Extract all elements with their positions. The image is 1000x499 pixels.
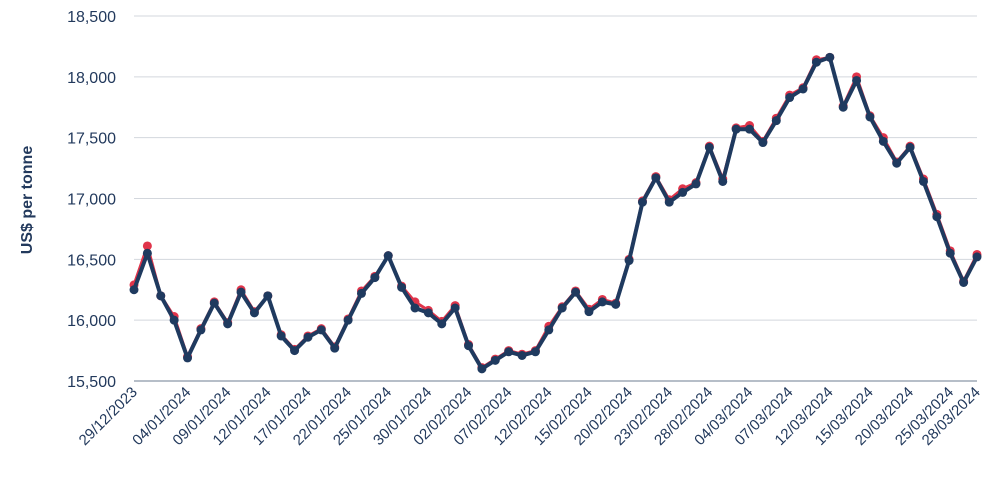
data-point — [745, 124, 755, 134]
data-point — [142, 248, 152, 258]
data-point — [156, 291, 166, 301]
data-point — [290, 346, 300, 356]
data-point — [477, 364, 487, 374]
data-point — [370, 273, 380, 283]
data-point — [918, 176, 928, 186]
data-point — [865, 112, 875, 122]
data-point — [959, 277, 969, 287]
data-point — [932, 212, 942, 222]
data-point — [437, 319, 447, 329]
y-axis-title: US$ per tonne — [19, 146, 36, 255]
data-point — [450, 303, 460, 313]
data-point — [490, 355, 500, 365]
data-point — [704, 142, 714, 152]
data-point — [316, 325, 326, 335]
data-point — [129, 285, 139, 295]
data-point — [571, 287, 581, 297]
data-point — [356, 288, 366, 298]
data-point — [811, 57, 821, 67]
data-point — [771, 116, 781, 126]
data-point — [678, 187, 688, 197]
data-point — [691, 179, 701, 189]
data-point — [798, 84, 808, 94]
data-point — [905, 142, 915, 152]
data-point — [276, 331, 286, 341]
y-tick-label: 16,500 — [67, 252, 116, 269]
data-point — [263, 291, 273, 301]
gridlines — [134, 15, 977, 321]
data-point — [223, 319, 233, 329]
data-point — [330, 343, 340, 353]
data-point — [249, 308, 259, 318]
data-point — [410, 303, 420, 313]
data-point — [718, 176, 728, 186]
data-point — [303, 332, 313, 342]
data-point — [785, 93, 795, 103]
series-line — [132, 55, 979, 371]
data-point — [517, 350, 527, 360]
data-point — [597, 297, 607, 307]
data-point — [878, 136, 888, 146]
y-tick-label: 18,000 — [67, 70, 116, 87]
data-point — [169, 315, 179, 325]
data-point — [343, 315, 353, 325]
data-point — [423, 308, 433, 318]
data-point — [972, 252, 982, 262]
data-point — [383, 251, 393, 261]
data-point — [544, 325, 554, 335]
data-point — [892, 158, 902, 168]
data-point — [825, 52, 835, 62]
data-point — [852, 75, 862, 85]
y-tick-label: 16,000 — [67, 313, 116, 330]
data-point — [637, 197, 647, 207]
data-point — [196, 325, 206, 335]
data-point — [209, 298, 219, 308]
data-point — [584, 307, 594, 317]
series-layer — [129, 52, 982, 374]
y-tick-label: 17,000 — [67, 192, 116, 209]
series-2 — [129, 52, 982, 374]
data-point — [236, 287, 246, 297]
data-point — [504, 347, 514, 357]
y-tick-label: 17,500 — [67, 131, 116, 148]
series-1 — [129, 52, 982, 373]
data-point — [530, 347, 540, 357]
y-axis-ticks: 15,500 16,000 16,500 17,000 17,500 18,000 18,5… — [67, 9, 116, 391]
data-point — [838, 102, 848, 112]
data-point — [557, 303, 567, 313]
x-axis-ticks: 29/12/202304/01/202409/01/202412/01/2024… — [76, 384, 984, 449]
y-tick-label: 15,500 — [67, 374, 116, 391]
data-point — [664, 197, 674, 207]
data-point — [464, 341, 474, 351]
data-point — [183, 353, 193, 363]
data-point — [758, 138, 768, 148]
data-point — [731, 124, 741, 134]
data-point — [611, 299, 621, 309]
y-tick-label: 18,500 — [67, 9, 116, 26]
data-point — [651, 173, 661, 183]
data-point — [624, 256, 634, 266]
data-point — [142, 241, 152, 251]
data-point — [945, 248, 955, 258]
data-point — [397, 282, 407, 292]
